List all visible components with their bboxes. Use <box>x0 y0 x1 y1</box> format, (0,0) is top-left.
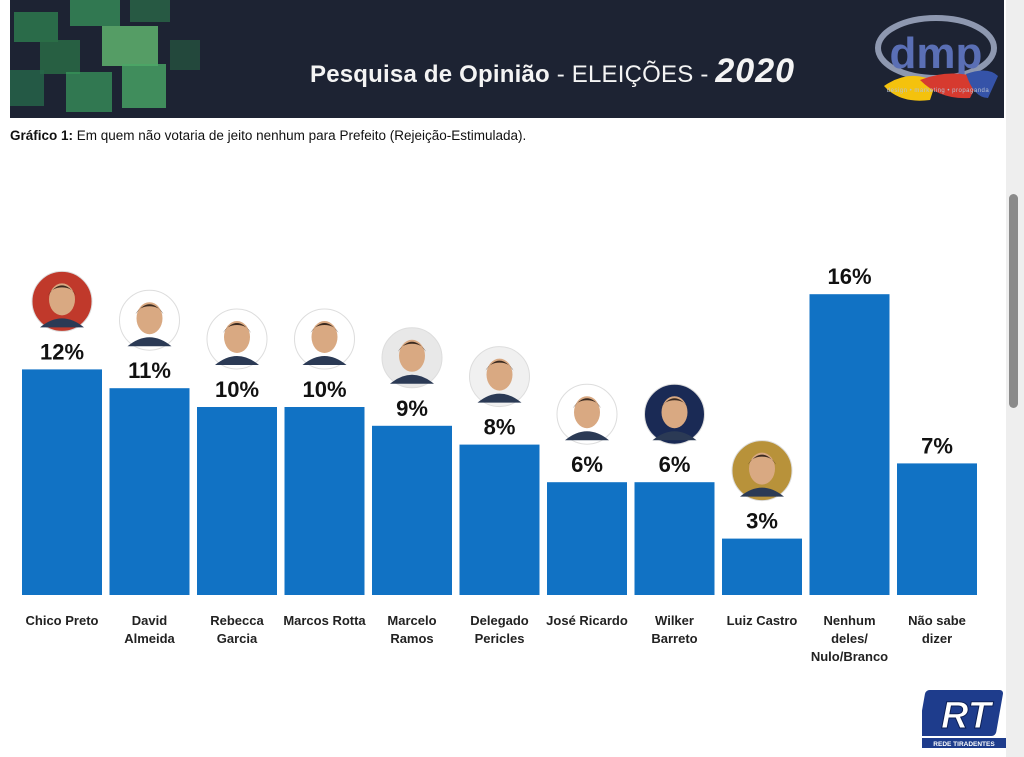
chart-number-label: Gráfico 1: <box>10 128 74 143</box>
category-label-7-0: Wilker <box>655 613 694 628</box>
chart-question: Em quem não votaria de jeito nenhum para… <box>73 128 527 143</box>
category-label-9-1: deles/ <box>831 631 868 646</box>
rt-wordmark: RT <box>941 695 994 737</box>
category-label-2-0: Rebecca <box>210 613 264 628</box>
banner-title-mid: - ELEIÇÕES - <box>549 61 716 88</box>
value-label-0: 12% <box>40 339 84 364</box>
category-label-8-0: Luiz Castro <box>727 613 798 628</box>
category-label-7-1: Barreto <box>651 631 697 646</box>
candidate-photo-7 <box>644 383 705 445</box>
category-label-1-0: David <box>132 613 167 628</box>
candidate-photo-1 <box>119 289 180 351</box>
banner-title-main: Pesquisa de Opinião <box>310 61 550 88</box>
value-label-8: 3% <box>746 509 778 534</box>
dmp-logo: dmp design • marketing • propaganda <box>870 8 1002 116</box>
candidate-photo-6 <box>556 383 618 445</box>
bar-0 <box>22 369 102 595</box>
bar-4 <box>372 425 452 595</box>
category-label-4-0: Marcelo <box>387 613 436 628</box>
candidate-photo-8 <box>731 440 793 502</box>
rede-tiradentes-logo: RT REDE TIRADENTES <box>922 690 1006 748</box>
category-label-5-1: Pericles <box>475 631 525 646</box>
value-label-3: 10% <box>302 377 346 402</box>
category-label-6-0: José Ricardo <box>546 613 628 628</box>
bar-5 <box>459 444 540 595</box>
category-label-4-1: Ramos <box>390 631 433 646</box>
bar-8 <box>722 538 802 595</box>
header-banner: Pesquisa de Opinião - ELEIÇÕES - 2020 dm… <box>10 0 1004 118</box>
category-label-2-1: Garcia <box>217 631 258 646</box>
value-label-1: 11% <box>128 358 171 383</box>
category-label-10-0: Não sabe <box>908 613 966 628</box>
banner-title-year: 2020 <box>715 52 796 90</box>
logo-wordmark: dmp <box>890 29 983 78</box>
value-label-5: 8% <box>484 415 516 440</box>
category-label-1-1: Almeida <box>124 631 175 646</box>
candidate-photo-5 <box>469 346 530 408</box>
category-label-9-2: Nulo/Branco <box>811 649 888 664</box>
bar-3 <box>284 407 365 595</box>
scrollbar-thumb[interactable] <box>1009 194 1018 408</box>
bar-7 <box>634 482 715 595</box>
candidate-photo-0 <box>31 270 93 332</box>
value-label-9: 16% <box>827 264 871 289</box>
value-label-7: 6% <box>659 452 691 477</box>
bar-6 <box>547 482 627 595</box>
category-label-3-0: Marcos Rotta <box>283 613 366 628</box>
value-label-4: 9% <box>396 396 428 421</box>
rt-caption: REDE TIRADENTES <box>933 741 995 748</box>
logo-tagline: design • marketing • propaganda <box>886 88 990 94</box>
banner-decoration <box>10 0 210 118</box>
value-label-2: 10% <box>215 377 259 402</box>
banner-title: Pesquisa de Opinião - ELEIÇÕES - 2020 <box>310 52 795 91</box>
category-label-10-1: dizer <box>922 631 952 646</box>
category-label-0-0: Chico Preto <box>26 613 99 628</box>
category-label-9-0: Nenhum <box>824 613 876 628</box>
bar-1 <box>109 388 190 595</box>
rejection-bar-chart: 12% Chico Preto 11% David Almeida 10% Rebecca G… <box>22 264 977 664</box>
bar-9 <box>809 294 890 595</box>
value-label-10: 7% <box>921 433 953 458</box>
bar-2 <box>197 407 277 595</box>
candidate-photo-3 <box>294 308 355 370</box>
value-label-6: 6% <box>571 452 603 477</box>
bar-10 <box>897 463 977 595</box>
category-label-5-0: Delegado <box>470 613 529 628</box>
candidate-photo-4 <box>381 327 443 389</box>
candidate-photo-2 <box>206 308 268 370</box>
chart-subtitle: Gráfico 1: Em quem não votaria de jeito … <box>10 128 526 143</box>
